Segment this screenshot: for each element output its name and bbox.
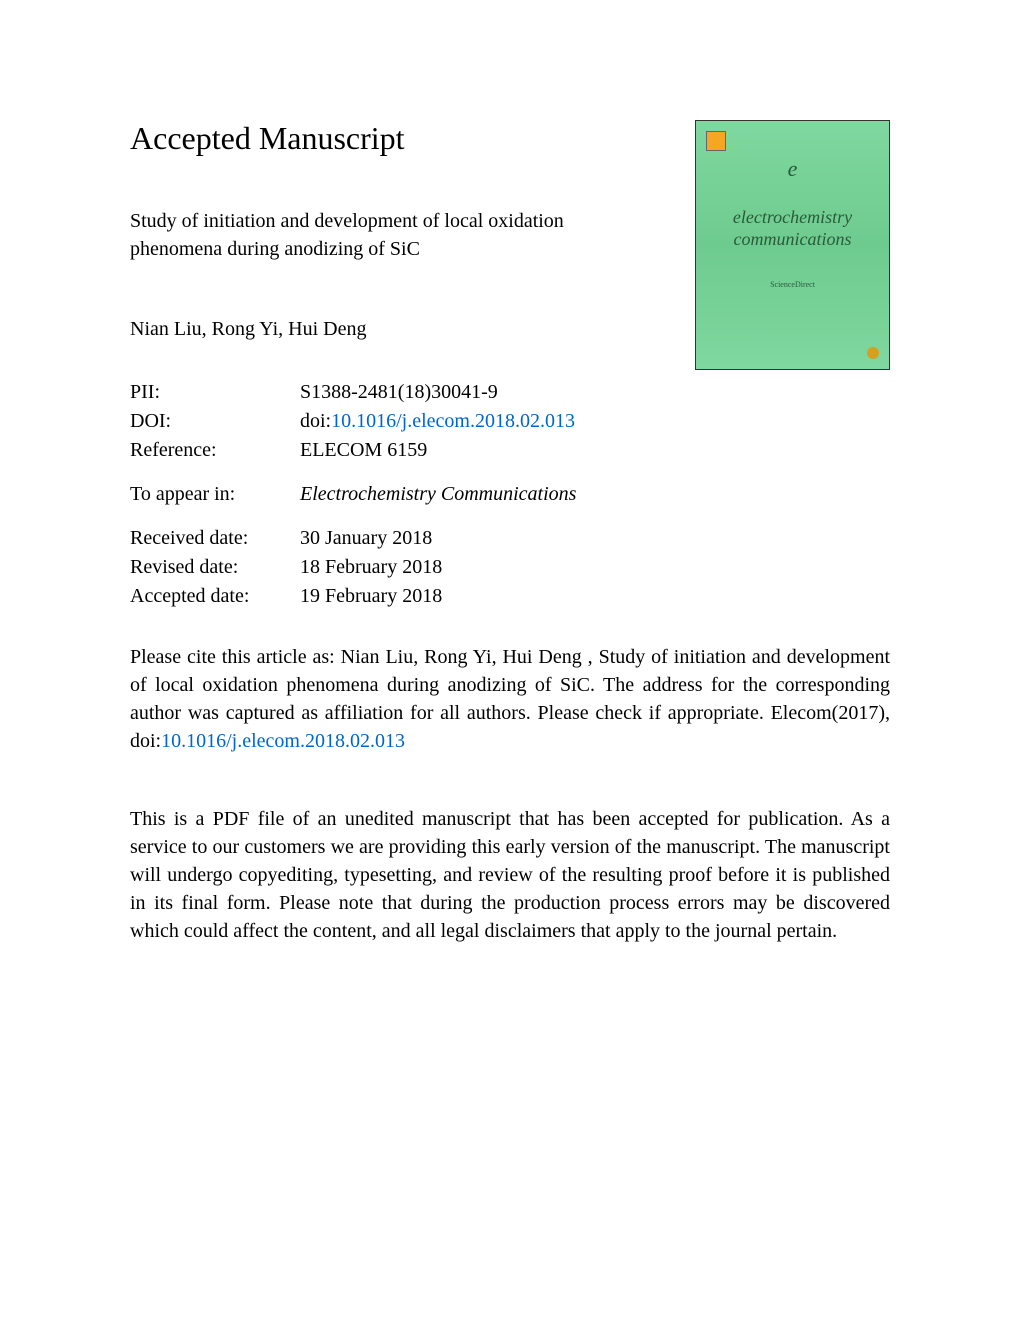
cover-journal-title: electrochemistry communications bbox=[733, 207, 852, 250]
cover-subtitle: ScienceDirect bbox=[770, 280, 815, 289]
doi-value: doi:10.1016/j.elecom.2018.02.013 bbox=[300, 410, 575, 433]
appear-label: To appear in: bbox=[130, 483, 300, 506]
manuscript-title: Study of initiation and development of l… bbox=[130, 207, 660, 263]
cover-title-line1: electrochemistry bbox=[733, 207, 852, 227]
meta-row-appear: To appear in: Electrochemistry Communica… bbox=[130, 483, 890, 506]
received-label: Received date: bbox=[130, 527, 300, 550]
meta-row-reference: Reference: ELECOM 6159 bbox=[130, 439, 890, 462]
reference-label: Reference: bbox=[130, 439, 300, 462]
publisher-logo-icon bbox=[706, 131, 726, 151]
metadata-table: PII: S1388-2481(18)30041-9 DOI: doi:10.1… bbox=[130, 381, 890, 608]
cover-title-line2: communications bbox=[734, 229, 852, 249]
meta-row-accepted: Accepted date: 19 February 2018 bbox=[130, 585, 890, 608]
meta-row-pii: PII: S1388-2481(18)30041-9 bbox=[130, 381, 890, 404]
journal-cover-thumbnail: e electrochemistry communications Scienc… bbox=[695, 120, 890, 370]
doi-link[interactable]: 10.1016/j.elecom.2018.02.013 bbox=[331, 410, 575, 432]
pii-value: S1388-2481(18)30041-9 bbox=[300, 381, 498, 404]
cover-footer bbox=[706, 347, 879, 359]
received-value: 30 January 2018 bbox=[300, 527, 432, 550]
revised-value: 18 February 2018 bbox=[300, 556, 442, 579]
meta-row-received: Received date: 30 January 2018 bbox=[130, 527, 890, 550]
accepted-label: Accepted date: bbox=[130, 585, 300, 608]
citation-text: Please cite this article as: Nian Liu, R… bbox=[130, 643, 890, 755]
citation-doi-link[interactable]: 10.1016/j.elecom.2018.02.013 bbox=[161, 730, 405, 752]
doi-prefix: doi: bbox=[300, 410, 331, 432]
pii-label: PII: bbox=[130, 381, 300, 404]
accepted-value: 19 February 2018 bbox=[300, 585, 442, 608]
cover-e-icon: e bbox=[788, 156, 798, 182]
cover-badge-icon bbox=[867, 347, 879, 359]
cover-header bbox=[706, 131, 879, 156]
revised-label: Revised date: bbox=[130, 556, 300, 579]
doi-label: DOI: bbox=[130, 410, 300, 433]
meta-row-revised: Revised date: 18 February 2018 bbox=[130, 556, 890, 579]
disclaimer-text: This is a PDF file of an unedited manusc… bbox=[130, 805, 890, 945]
appear-value: Electrochemistry Communications bbox=[300, 483, 576, 506]
meta-row-doi: DOI: doi:10.1016/j.elecom.2018.02.013 bbox=[130, 410, 890, 433]
reference-value: ELECOM 6159 bbox=[300, 439, 427, 462]
